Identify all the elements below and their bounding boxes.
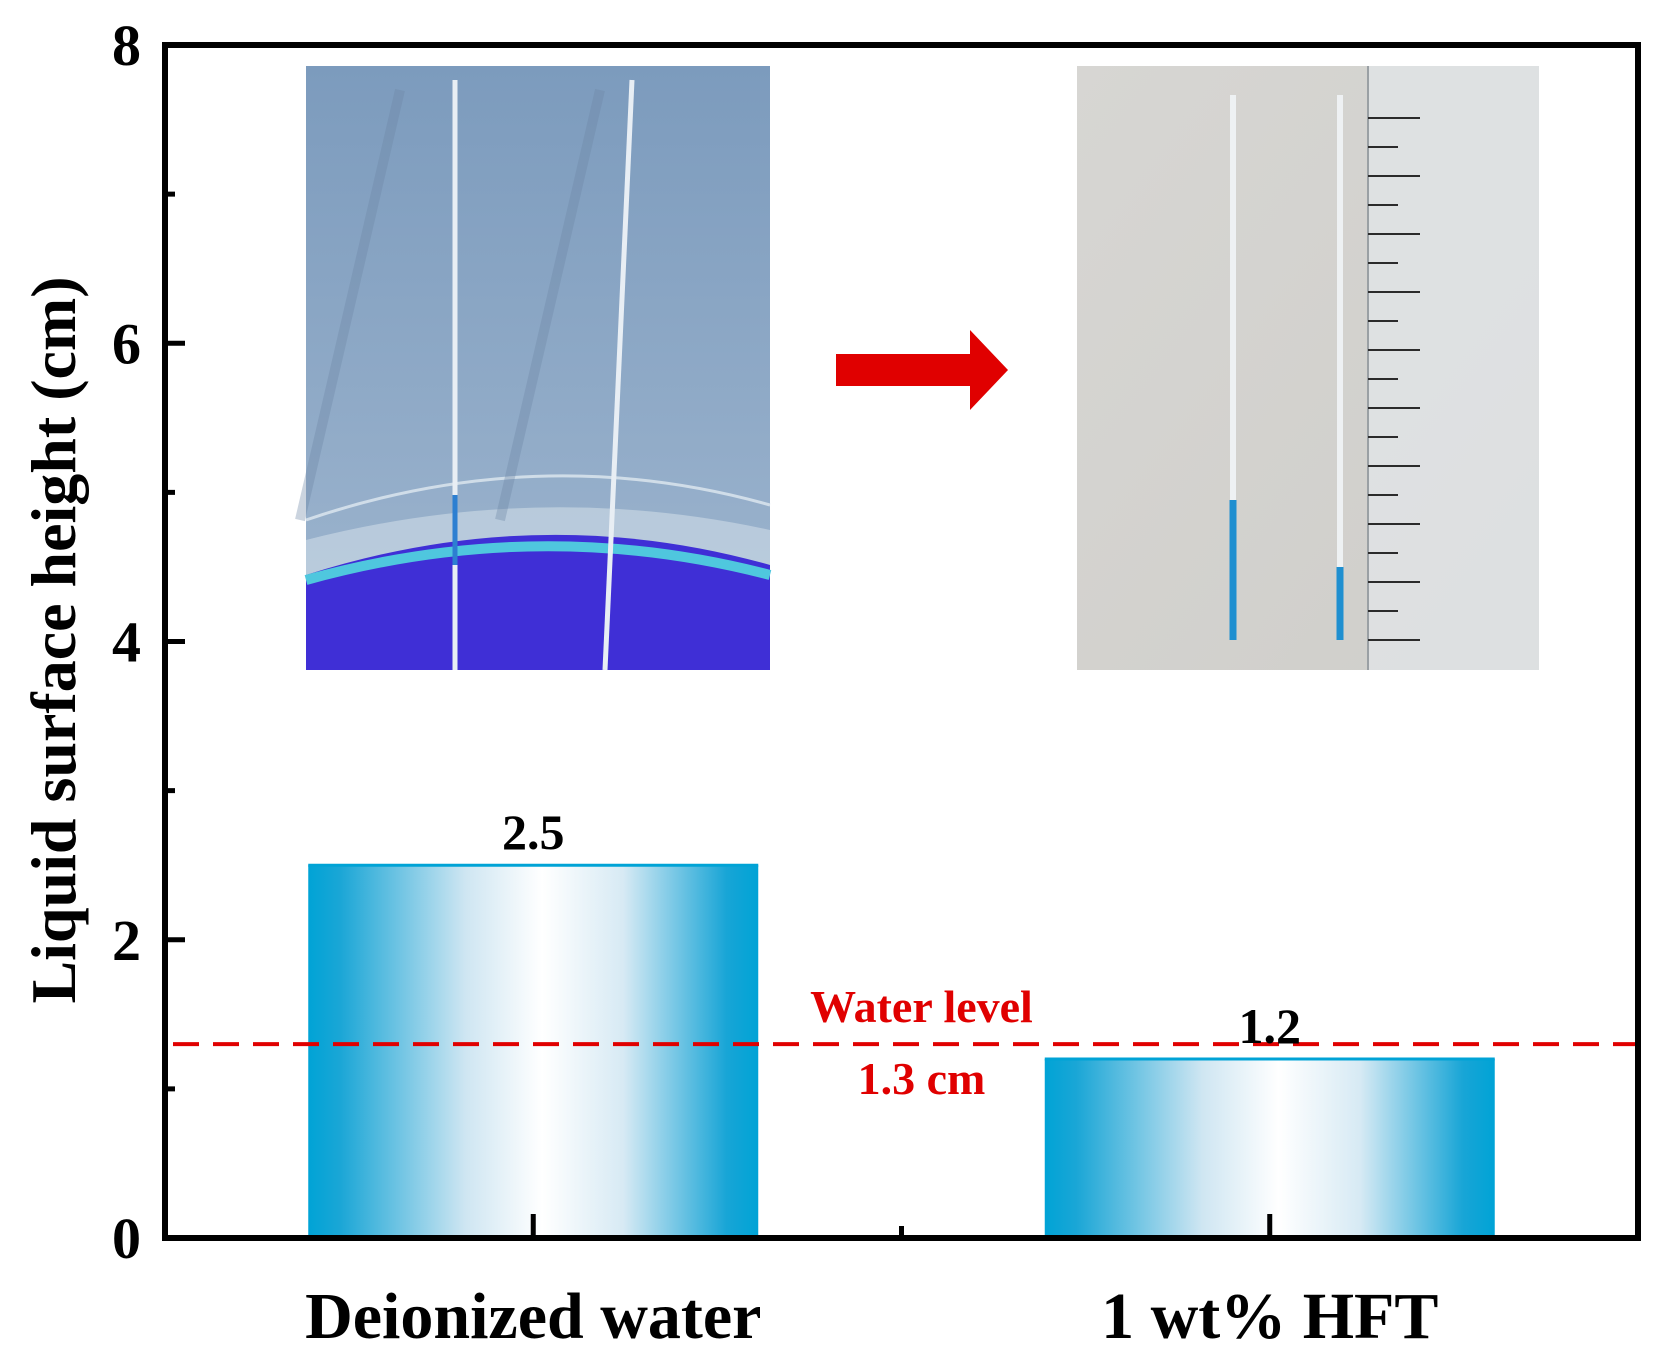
x-tick-label-1: 1 wt% HFT	[1101, 1280, 1438, 1353]
x-tick-label-0: Deionized water	[305, 1280, 761, 1353]
y-axis-label: Liquid surface height (cm)	[18, 276, 89, 1003]
x-axis-ticks: Deionized water 1 wt% HFT	[305, 1214, 1438, 1353]
y-tick-label-2: 4	[112, 610, 141, 675]
water-level-label: Water level	[810, 981, 1033, 1032]
y-axis-ticks: 0 2 4 6 8	[112, 13, 185, 1271]
photo-capillary-tubes-in-dish	[295, 66, 772, 671]
data-label-1: 1.2	[1239, 998, 1302, 1054]
bars	[308, 863, 1495, 1238]
water-level-value: 1.3 cm	[858, 1053, 986, 1104]
photo-tubes-with-ruler	[1077, 66, 1539, 670]
ruler-ticks	[1368, 117, 1420, 641]
y-tick-label-0: 0	[112, 1206, 141, 1271]
data-label-0: 2.5	[502, 804, 565, 860]
y-tick-label-3: 6	[112, 311, 141, 376]
arrow-icon	[836, 330, 1008, 410]
y-tick-label-4: 8	[112, 13, 141, 78]
y-tick-label-1: 2	[112, 908, 141, 973]
bar-0	[308, 865, 759, 1238]
bar-1	[1044, 1059, 1495, 1238]
data-labels: 2.5 1.2	[502, 804, 1301, 1054]
